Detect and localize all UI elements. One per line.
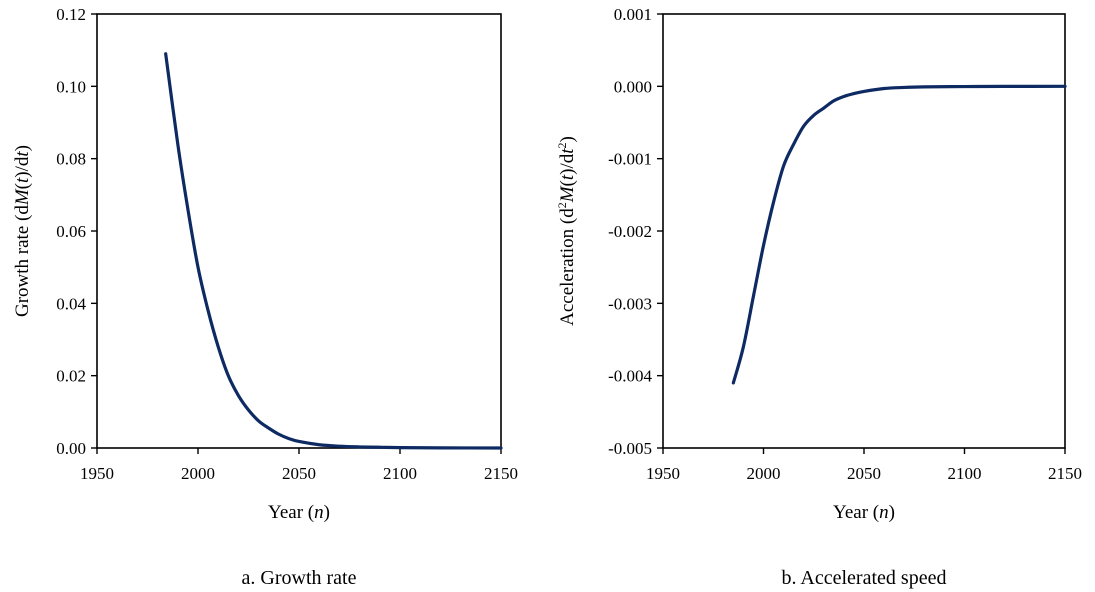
- panel-a-y-axis-label: Growth rate (dM(t)/dt): [12, 145, 33, 317]
- panel-b-x-ticks: 1950 2000 2050 2100 2150: [646, 448, 1082, 483]
- panel-b-x-tick-label: 2150: [1048, 464, 1082, 483]
- panel-a-x-tick-label: 2000: [181, 464, 215, 483]
- panel-b-x-axis-label: Year (n): [833, 502, 895, 523]
- panel-b-y-tick-label: 0.001: [614, 5, 652, 24]
- panel-a: 0.00 0.02 0.04 0.06 0.08 0.10 0.12 1950 2000 205…: [12, 5, 518, 589]
- panel-a-x-ticks: 1950 2000 2050 2100 2150: [80, 448, 518, 483]
- panel-b-x-tick-label: 2050: [847, 464, 881, 483]
- panel-b-series-line: [731, 84, 1067, 385]
- panel-b-x-tick-label: 1950: [646, 464, 680, 483]
- panel-b-y-tick-label: -0.004: [608, 367, 652, 386]
- panel-b-x-tick-label: 2100: [948, 464, 982, 483]
- panel-a-series-line: [164, 52, 503, 450]
- panel-a-caption: a. Growth rate: [242, 567, 357, 589]
- panel-b-plot-area: [662, 13, 1066, 449]
- panel-a-y-tick-label: 0.12: [56, 5, 86, 24]
- panel-b-y-tick-label: -0.005: [608, 439, 652, 458]
- panel-a-x-tick-label: 2100: [383, 464, 417, 483]
- panel-a-y-ticks: 0.00 0.02 0.04 0.06 0.08 0.10 0.12: [56, 5, 97, 458]
- panel-a-x-tick-label: 2050: [282, 464, 316, 483]
- panel-b-y-tick-label: -0.001: [608, 150, 652, 169]
- panel-a-y-tick-label: 0.08: [56, 150, 86, 169]
- panel-b-y-ticks: -0.005 -0.004 -0.003 -0.002 -0.001 0.000 0.001: [608, 5, 663, 458]
- panel-b-y-axis-label: Acceleration (d2M(t)/dt2): [555, 136, 578, 326]
- panel-b-y-tick-label: 0.000: [614, 77, 652, 96]
- panel-b-caption: b. Accelerated speed: [782, 567, 947, 589]
- panel-b: -0.005 -0.004 -0.003 -0.002 -0.001 0.000 0.001…: [555, 5, 1082, 589]
- panel-a-y-tick-label: 0.00: [56, 439, 86, 458]
- panel-b-y-tick-label: -0.002: [608, 222, 652, 241]
- panel-a-x-axis-label: Year (n): [268, 502, 330, 523]
- panel-a-y-tick-label: 0.04: [56, 294, 86, 313]
- panel-a-x-tick-label: 2150: [484, 464, 518, 483]
- panel-a-y-tick-label: 0.06: [56, 222, 86, 241]
- panel-a-y-tick-label: 0.02: [56, 367, 86, 386]
- panel-a-y-tick-label: 0.10: [56, 77, 86, 96]
- panel-b-x-tick-label: 2000: [747, 464, 781, 483]
- panel-a-x-tick-label: 1950: [80, 464, 114, 483]
- panel-b-y-tick-label: -0.003: [608, 294, 652, 313]
- panel-a-plot-area: [96, 13, 502, 449]
